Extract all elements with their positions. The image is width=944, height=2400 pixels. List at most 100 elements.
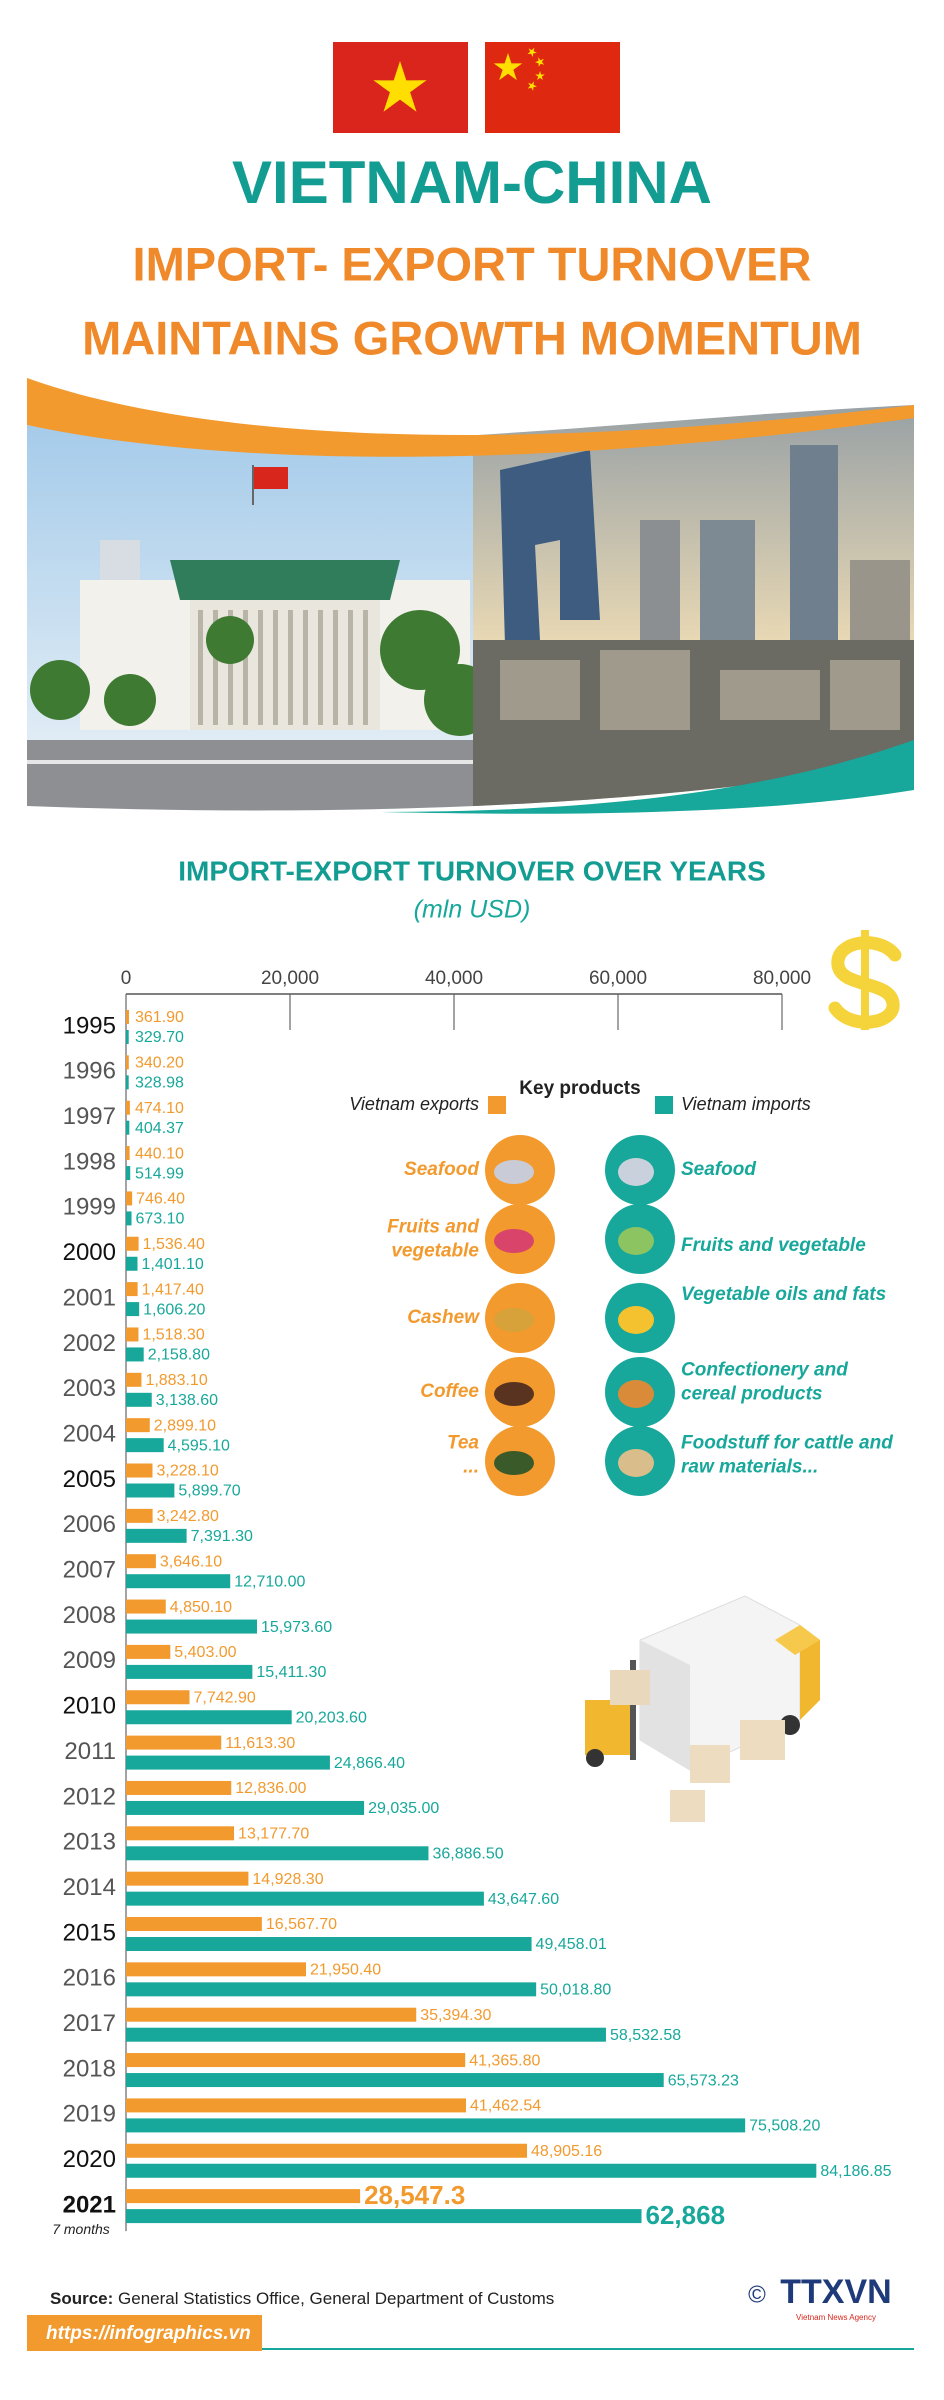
bar <box>126 1372 142 1387</box>
bar <box>126 1710 292 1725</box>
bar <box>126 1528 187 1543</box>
column <box>288 610 293 725</box>
value-label: 1,883.10 <box>145 1372 207 1389</box>
bar <box>126 1191 133 1206</box>
value-label: 48,905.16 <box>531 2143 602 2160</box>
product-label: Seafood <box>681 1159 756 1181</box>
value-label: 35,394.30 <box>420 2007 491 2024</box>
flag-china <box>485 42 620 133</box>
column <box>213 610 218 725</box>
title: VIETNAM-CHINA <box>232 149 712 216</box>
value-label: 474.10 <box>135 1100 184 1117</box>
bar <box>126 1735 222 1750</box>
flag-vietnam <box>333 42 468 133</box>
column <box>303 610 308 725</box>
value-label: 3,138.60 <box>156 1392 218 1409</box>
value-label: 62,868 <box>646 2200 726 2230</box>
value-label: 329.70 <box>135 1029 184 1046</box>
bar <box>126 2007 417 2022</box>
product-icon-detail <box>494 1160 534 1184</box>
value-label: 24,866.40 <box>334 1755 405 1772</box>
bar <box>126 1438 164 1453</box>
product-icon-detail <box>494 1308 534 1332</box>
bar <box>126 1826 235 1841</box>
value-label: 1,401.10 <box>141 1256 203 1273</box>
bar <box>126 1347 144 1362</box>
column <box>348 610 353 725</box>
bar <box>126 1891 484 1906</box>
value-label: 84,186.85 <box>820 2163 891 2180</box>
value-label: 29,035.00 <box>368 1800 439 1817</box>
bar <box>126 1962 306 1977</box>
legend-label: Vietnam imports <box>681 1094 811 1114</box>
photo <box>27 405 914 811</box>
source: Source: General Statistics Office, Gener… <box>50 2289 554 2308</box>
value-label: 4,850.10 <box>170 1599 232 1616</box>
url[interactable]: https://infographics.vn <box>46 2323 251 2344</box>
bar <box>126 1211 132 1226</box>
y-tick-label: 2002 <box>63 1330 116 1357</box>
y-tick-label: 2006 <box>63 1511 116 1538</box>
product-icon-detail <box>494 1382 534 1406</box>
y-tick-label: 2016 <box>63 1965 116 1992</box>
product-label: Cashew <box>407 1307 479 1329</box>
y-tick-label: 2003 <box>63 1375 116 1402</box>
bar <box>126 1010 129 1024</box>
bar <box>126 1392 152 1407</box>
y-tick-label: 1995 <box>63 1012 116 1039</box>
y-tick-label: 2004 <box>63 1420 116 1447</box>
y-tick-label: 2019 <box>63 2101 116 2128</box>
value-label: 1,518.30 <box>142 1327 204 1344</box>
bar <box>126 1030 129 1044</box>
value-label: 41,462.54 <box>470 2098 541 2115</box>
value-label: 340.20 <box>135 1055 184 1072</box>
bar <box>126 1982 537 1997</box>
column <box>198 610 203 725</box>
x-tick-label: 80,000 <box>753 968 811 989</box>
y-tick-label: 2015 <box>63 1919 116 1946</box>
product-icon-detail <box>618 1449 654 1477</box>
value-label: 514.99 <box>135 1165 184 1182</box>
bar <box>126 1574 231 1589</box>
value-label: 41,365.80 <box>469 2052 540 2069</box>
bar <box>126 1166 131 1181</box>
bar <box>126 1302 140 1317</box>
value-label: 43,647.60 <box>488 1891 559 1908</box>
chart-title: IMPORT-EXPORT TURNOVER OVER YEARS <box>178 855 766 886</box>
column <box>258 610 263 725</box>
bar <box>126 1690 190 1705</box>
product-label: Coffee <box>420 1381 479 1403</box>
bar <box>126 1508 153 1523</box>
bar <box>126 1619 257 1634</box>
y-tick-label: 1997 <box>63 1103 116 1130</box>
value-label: 16,567.70 <box>266 1916 337 1933</box>
y-tick-label: 2013 <box>63 1829 116 1856</box>
product-label: Tea ... <box>446 1432 479 1477</box>
swoosh <box>27 378 914 457</box>
product-icon-detail <box>618 1227 654 1255</box>
value-label: 12,836.00 <box>235 1780 306 1797</box>
bar <box>126 1917 262 1931</box>
bar <box>126 2098 466 2113</box>
swoosh <box>380 740 914 814</box>
source-text: General Statistics Office, General Depar… <box>118 2289 554 2308</box>
value-label: 58,532.58 <box>610 2027 681 2044</box>
value-label: 440.10 <box>135 1145 184 1162</box>
value-label: 5,899.70 <box>178 1483 240 1500</box>
legend-swatch <box>488 1096 506 1114</box>
value-label: 15,973.60 <box>261 1619 332 1636</box>
bar <box>126 2027 606 2042</box>
x-tick-label: 20,000 <box>261 968 319 989</box>
bar <box>126 2189 361 2204</box>
product-icon-detail <box>618 1158 654 1186</box>
value-label: 15,411.30 <box>256 1664 326 1681</box>
value-label: 328.98 <box>135 1075 184 1092</box>
product-label: Foodstuff for cattle and raw materials..… <box>681 1432 893 1477</box>
subtitle: MAINTAINS GROWTH MOMENTUM <box>82 311 862 364</box>
column <box>228 610 233 725</box>
chart-subtitle: (mln USD) <box>414 896 531 924</box>
logo: TTXVN <box>780 2273 891 2311</box>
bar <box>126 1644 171 1659</box>
bar <box>126 1055 129 1070</box>
